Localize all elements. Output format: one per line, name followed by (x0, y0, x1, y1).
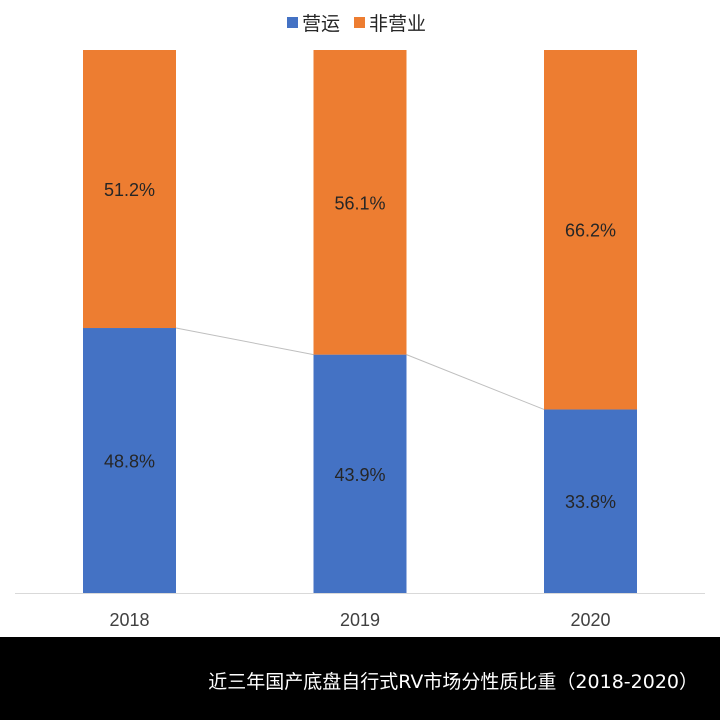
legend-swatch (354, 17, 365, 28)
series-line (175, 327, 314, 356)
bar-non-operating-2020 (544, 50, 637, 410)
bar-operating-2019 (313, 354, 407, 593)
bar-operating-2020 (544, 409, 637, 593)
data-label: 48.8% (104, 452, 155, 472)
caption-band: 近三年国产底盘自行式RV市场分性质比重（2018-2020） (0, 637, 720, 720)
stacked-bar-chart: 48.8% 51.2% 2018 43.9% 56.1% 2019 33.8% 66.2% 20… (15, 13, 705, 630)
x-tick-label: 2020 (570, 610, 610, 630)
data-label: 66.2% (565, 221, 616, 241)
bar-operating-2018 (83, 328, 176, 593)
series-line (406, 354, 545, 410)
legend-swatch (287, 17, 298, 28)
bar-non-operating-2018 (83, 50, 176, 329)
data-label: 56.1% (334, 193, 385, 213)
data-label: 43.9% (334, 465, 385, 485)
data-label: 51.2% (104, 180, 155, 200)
x-tick-label: 2018 (109, 610, 149, 630)
chart-caption: 近三年国产底盘自行式RV市场分性质比重（2018-2020） (208, 671, 698, 693)
bar-non-operating-2019 (313, 50, 407, 355)
legend-label: 营运 (302, 13, 340, 35)
legend-label: 非营业 (369, 13, 426, 35)
data-label: 33.8% (565, 492, 616, 512)
x-tick-label: 2019 (340, 610, 380, 630)
